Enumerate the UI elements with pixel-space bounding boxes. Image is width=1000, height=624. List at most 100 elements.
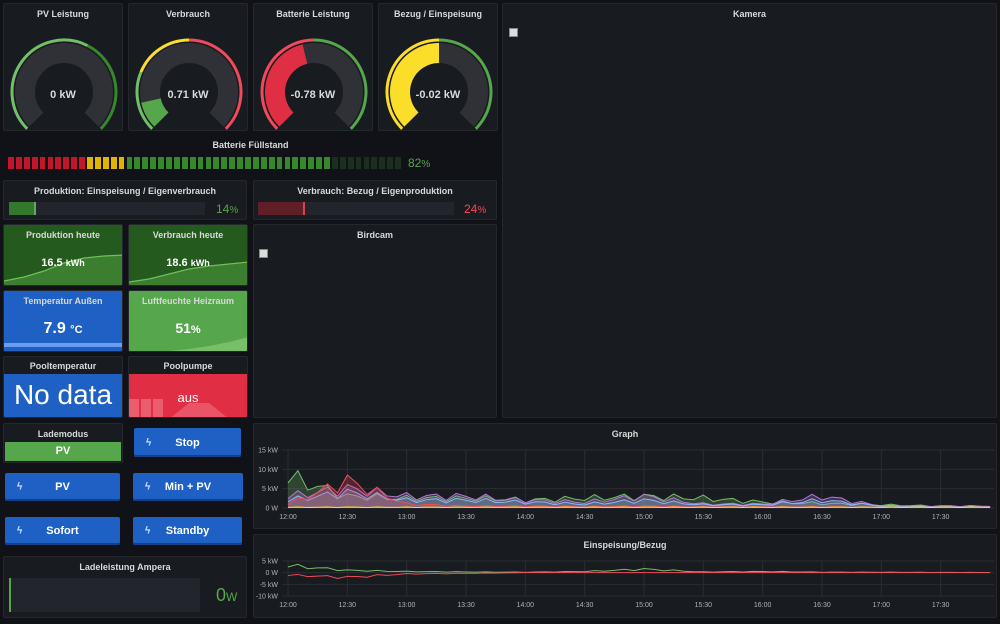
y-tick-label: 15 kW (258, 448, 278, 455)
gauge-track (140, 43, 238, 127)
x-tick-label: 17:30 (932, 514, 950, 521)
gauge-bezug (385, 38, 493, 130)
gauge-threshold-arc (313, 38, 368, 130)
battery-panel: Batterie Füllstand 82% (3, 135, 498, 177)
battery-led-segment (300, 157, 307, 169)
sofort-button[interactable]: ϟ Sofort (5, 517, 120, 545)
x-tick-label: 15:00 (635, 602, 653, 609)
gauge-verbrauch (135, 38, 243, 130)
sparkline-humidity (129, 337, 247, 351)
gauge-threshold-arc (438, 38, 493, 130)
battery-led-segment (387, 157, 394, 169)
battery-led-segment (316, 157, 322, 169)
button-label: Standby (165, 525, 210, 537)
stat-production-today: Produktion heute 16.5 kWh (3, 224, 123, 286)
battery-led-segment (189, 157, 196, 169)
charge-power-title: Ladeleistung Ampera (79, 562, 171, 572)
battery-led-segment (79, 157, 85, 169)
stat-value: aus (177, 390, 199, 405)
gauge-fill (390, 43, 440, 127)
stat-title: Produktion heute (26, 230, 100, 240)
x-tick-label: 14:00 (517, 602, 535, 609)
gauge-value: 0 kW (50, 89, 76, 101)
gauge-threshold-arc (385, 38, 440, 130)
y-tick-label: 5 kW (262, 486, 278, 493)
y-tick-label: -5 kW (260, 582, 279, 589)
battery-led-segment (102, 157, 109, 169)
battery-led-segment (47, 157, 54, 169)
gauge-fill (141, 97, 169, 127)
battery-led-segment (181, 157, 188, 169)
battery-led-segment (379, 157, 386, 169)
battery-percent: 82% (408, 156, 431, 170)
gauge-threshold-arc (10, 38, 89, 130)
gauge-batterie (260, 38, 368, 130)
x-tick-label: 17:00 (873, 602, 891, 609)
gauge-pv (10, 38, 118, 130)
battery-led-segment (150, 157, 157, 169)
battery-led-segment (395, 157, 401, 169)
pv-button[interactable]: ϟ PV (5, 473, 120, 501)
stat-value: 7.9 °C (43, 320, 83, 337)
battery-led-segment (252, 157, 259, 169)
standby-button[interactable]: ϟ Standby (133, 517, 242, 545)
battery-led-segment (110, 157, 117, 169)
broken-image-icon (509, 28, 518, 37)
consumption-bar-panel: Verbrauch: Bezug / Eigenproduktion 24% (253, 180, 497, 220)
gauge-fill (265, 44, 308, 127)
birdcam-title: Birdcam (356, 230, 393, 240)
y-tick-label: 0 W (266, 570, 279, 577)
sparkline-consumption (129, 261, 247, 285)
sparkline-production (4, 254, 122, 285)
battery-led-segment (166, 157, 172, 169)
stat-temperature-outside: Temperatur Außen 7.9 °C (3, 290, 123, 352)
battery-led-segment (284, 157, 291, 169)
x-tick-label: 14:30 (576, 514, 594, 521)
battery-led-segment (268, 157, 275, 169)
x-tick-label: 13:30 (457, 514, 475, 521)
x-tick-label: 13:00 (398, 514, 416, 521)
consumption-bar-percent: 24% (464, 202, 487, 216)
battery-led-segment (371, 157, 378, 169)
lightning-icon: ϟ (17, 481, 23, 493)
gauge-value: -0.02 kW (415, 89, 461, 101)
min-pv-button[interactable]: ϟ Min + PV (133, 473, 243, 501)
battery-led-segment (23, 157, 30, 169)
battery-led-segment (205, 157, 212, 169)
charge-power-track (9, 578, 200, 612)
lightning-icon: ϟ (145, 481, 151, 493)
gauge-panel-verbrauch: Verbrauch 0.71 kW (128, 3, 248, 131)
battery-led-segment (126, 157, 133, 169)
gauge-threshold-arc (139, 38, 190, 73)
gauge-panel-pv: PV Leistung 0 kW (3, 3, 123, 131)
battery-led-segment (324, 157, 330, 169)
series-line (287, 506, 991, 508)
battery-led-segment (363, 157, 370, 169)
graph-panel: Graph 15 kW 10 kW 5 kW 0 W 12:00 12:30 13:00 13… (253, 423, 997, 529)
lightning-icon: ϟ (145, 525, 151, 537)
battery-title: Batterie Füllstand (212, 140, 289, 150)
battery-led-segment (173, 157, 180, 169)
battery-led-segment (245, 157, 251, 169)
x-tick-label: 14:30 (576, 602, 594, 609)
y-tick-label: 5 kW (262, 559, 278, 566)
gauge-threshold-arc (86, 44, 118, 130)
x-tick-label: 12:00 (279, 514, 297, 521)
consumption-bar-title: Verbrauch: Bezug / Eigenproduktion (297, 186, 453, 196)
stat-pool-temperature: Pooltemperatur No data (3, 356, 123, 418)
x-tick-label: 14:00 (517, 514, 535, 521)
stop-button[interactable]: ϟ Stop (134, 428, 241, 457)
stat-value: 16.5 kWh (41, 257, 85, 269)
y-tick-label: 10 kW (258, 467, 278, 474)
x-tick-label: 16:30 (813, 602, 831, 609)
stat-value: 18.6 kWh (166, 257, 210, 269)
x-tick-label: 17:30 (932, 602, 950, 609)
graph-title: Graph (611, 429, 639, 439)
x-tick-label: 16:00 (754, 514, 772, 521)
stat-title: Pooltemperatur (4, 357, 122, 374)
lightning-icon: ϟ (17, 525, 23, 537)
battery-led-segment (237, 157, 243, 169)
feed-in-title: Einspeisung/Bezug (583, 540, 667, 550)
battery-led-segment (94, 157, 101, 169)
